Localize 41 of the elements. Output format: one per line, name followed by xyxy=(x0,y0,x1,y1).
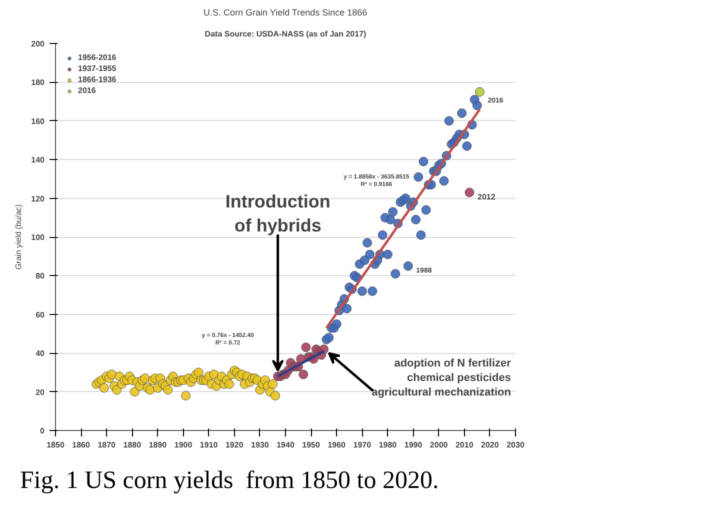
y-tick-label: 100 xyxy=(31,233,46,242)
x-tick-label: 1870 xyxy=(98,440,116,450)
x-tick-label: 1880 xyxy=(123,440,142,450)
chart-subtitle: Data Source: USDA-NASS (as of Jan 2017) xyxy=(204,30,367,38)
y-tick-label: 80 xyxy=(36,272,46,281)
y-axis-title: Grain yield (bu/ac) xyxy=(14,204,24,270)
caption: Fig. 1 US corn yields from 1850 to 2020. xyxy=(20,466,439,496)
x-tick-label: 1860 xyxy=(72,440,91,450)
x-tick-label: 2010 xyxy=(455,440,474,450)
annotation: adoption of N fertilizer chemical pesticides agricultural mechanization xyxy=(372,358,512,398)
x-tick-label: 2000 xyxy=(430,440,448,450)
y-tick-label: 60 xyxy=(36,310,46,320)
x-tick-label: 1960 xyxy=(328,440,346,450)
legend-label: 1956-2016 xyxy=(78,53,116,62)
y-tick-label: 20 xyxy=(36,388,46,397)
chart-title: U.S. Corn Grain Yield Trends Since 1866 xyxy=(204,8,368,18)
y-tick-label: 140 xyxy=(31,156,46,165)
x-tick-label: 1990 xyxy=(404,440,423,450)
annotation: Introduction of hybrids xyxy=(225,192,330,236)
x-tick-label: 1980 xyxy=(378,440,398,450)
x-tick-label: 2030 xyxy=(506,440,525,450)
y-tick-label: 160 xyxy=(31,116,46,126)
x-tick-label: 1920 xyxy=(225,440,244,450)
x-tick-label: 1940 xyxy=(276,440,295,450)
x-tick-label: 2020 xyxy=(481,440,500,450)
legend-label: 1937-1955 xyxy=(78,64,116,73)
y-tick-label: 120 xyxy=(31,194,46,204)
legend-label: 1866-1936 xyxy=(78,75,116,84)
annotation: 2012 xyxy=(478,192,496,202)
x-tick-label: 1970 xyxy=(353,440,372,450)
x-tick-label: 1950 xyxy=(302,440,321,450)
x-tick-label: 1930 xyxy=(251,440,270,450)
y-tick-label: 40 xyxy=(36,349,46,358)
legend-label: 2016 xyxy=(78,86,97,95)
x-tick-label: 1890 xyxy=(148,440,168,450)
x-tick-label: 1910 xyxy=(200,440,218,450)
x-tick-label: 1850 xyxy=(46,440,65,450)
y-tick-label: 180 xyxy=(31,78,46,88)
y-tick-label: 200 xyxy=(31,40,46,48)
x-tick-label: 1900 xyxy=(174,440,193,450)
y-tick-label: 0 xyxy=(40,426,46,436)
